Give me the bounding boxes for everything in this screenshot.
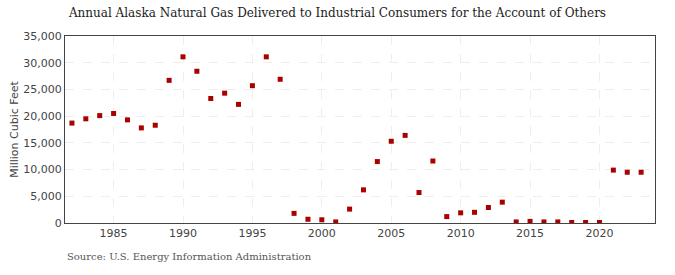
svg-text:15,000: 15,000 <box>23 137 62 150</box>
svg-text:35,000: 35,000 <box>23 30 62 43</box>
svg-text:2005: 2005 <box>377 227 405 240</box>
svg-text:10,000: 10,000 <box>23 163 62 176</box>
svg-text:Million Cubic Feet: Million Cubic Feet <box>8 80 21 177</box>
svg-text:2015: 2015 <box>516 227 544 240</box>
svg-text:1990: 1990 <box>169 227 197 240</box>
svg-text:2020: 2020 <box>585 227 613 240</box>
svg-text:20,000: 20,000 <box>23 110 62 123</box>
svg-text:Annual Alaska Natural Gas Deli: Annual Alaska Natural Gas Delivered to I… <box>68 6 606 20</box>
svg-text:2010: 2010 <box>447 227 475 240</box>
svg-text:1985: 1985 <box>100 227 128 240</box>
svg-text:25,000: 25,000 <box>23 83 62 96</box>
svg-text:1995: 1995 <box>238 227 266 240</box>
svg-text:0: 0 <box>55 217 62 230</box>
svg-text:Source: U.S. Energy Informatio: Source: U.S. Energy Information Administ… <box>67 251 312 262</box>
svg-text:30,000: 30,000 <box>23 57 62 70</box>
svg-text:5,000: 5,000 <box>30 190 62 203</box>
svg-text:2000: 2000 <box>308 227 336 240</box>
